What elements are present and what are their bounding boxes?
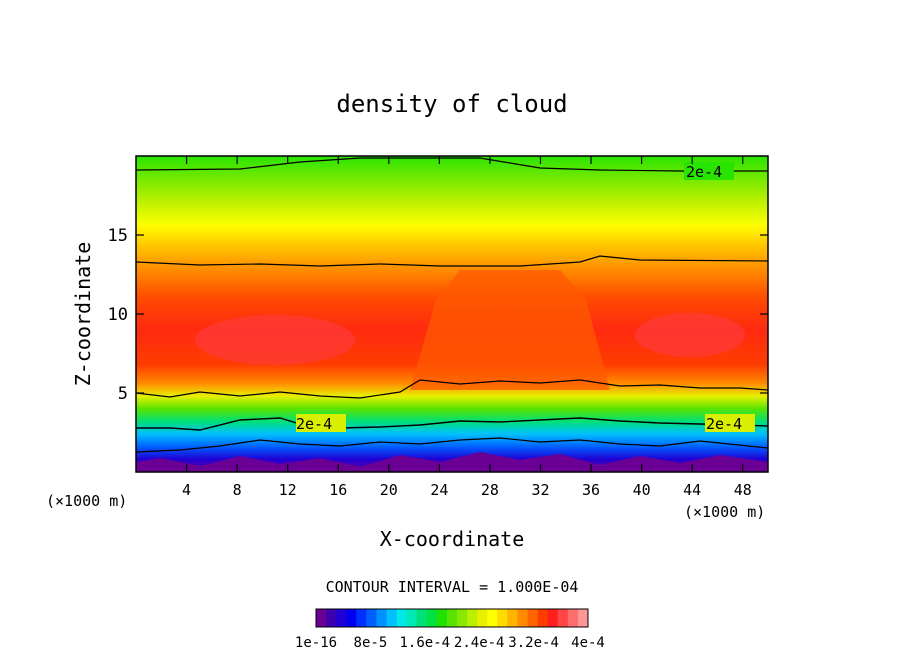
colorbar-swatch xyxy=(406,609,418,627)
colorbar-swatch xyxy=(547,609,559,627)
y-tick-label: 5 xyxy=(118,384,128,404)
x-tick-label: 8 xyxy=(233,481,242,499)
right-maximum-region xyxy=(635,313,745,357)
colorbar-swatch xyxy=(356,609,367,627)
chart-title: density of cloud xyxy=(336,90,567,118)
colorbar-swatch xyxy=(396,609,408,627)
colorbar-swatch xyxy=(366,609,377,627)
colorbar-frame xyxy=(315,608,589,628)
colorbar-swatch xyxy=(436,609,448,627)
colorbar-swatch xyxy=(316,609,327,627)
contour-line-upper xyxy=(136,255,768,267)
colorbar-label: 1e-16 xyxy=(295,635,337,651)
colorbar xyxy=(315,608,589,628)
contour-label-1: 2e-4 xyxy=(686,163,722,181)
colorbar-swatch xyxy=(497,609,508,627)
colorbar-swatch xyxy=(426,609,438,627)
x-tick-label: 12 xyxy=(279,481,297,499)
colorbar-swatch xyxy=(507,609,518,627)
x-unit-note-right: (×1000 m) xyxy=(684,503,765,521)
x-tick-label: 24 xyxy=(430,481,448,499)
bottom-purple-band xyxy=(136,452,768,472)
y-tick-label: 10 xyxy=(108,305,128,325)
colorbar-swatch xyxy=(386,609,397,627)
x-tick-label: 28 xyxy=(481,481,499,499)
left-maximum-region xyxy=(195,315,355,365)
y-axis-ticks: 5 10 15 xyxy=(108,226,768,404)
colorbar-swatch xyxy=(346,609,357,627)
y-axis-label: Z-coordinate xyxy=(71,242,95,387)
colorbar-swatch xyxy=(567,609,579,627)
x-tick-label: 16 xyxy=(329,481,347,499)
colorbar-swatch xyxy=(477,609,488,627)
x-tick-label: 36 xyxy=(582,481,600,499)
x-axis-ticks: 4 8 12 16 20 24 28 32 36 40 44 48 xyxy=(182,156,752,499)
colorbar-swatch xyxy=(336,609,347,627)
colorbar-swatch xyxy=(577,609,589,627)
colorbar-swatch xyxy=(557,609,569,627)
contour-line-bottom xyxy=(136,437,768,453)
x-unit-note-left: (×1000 m) xyxy=(46,492,127,510)
colorbar-swatch xyxy=(416,609,428,627)
contour-label-2: 2e-4 xyxy=(296,415,332,433)
colorbar-swatch xyxy=(457,609,468,627)
contour-line-middle xyxy=(136,379,768,399)
contour-interval-text: CONTOUR INTERVAL = 1.000E-04 xyxy=(326,578,579,596)
x-tick-label: 4 xyxy=(182,481,191,499)
contour-label-bg-3 xyxy=(705,414,755,432)
plot-area xyxy=(136,156,768,472)
colorbar-swatch xyxy=(376,609,387,627)
contour-line-lower xyxy=(136,417,768,431)
colorbar-swatch xyxy=(326,609,337,627)
colorbar-label: 2.4e-4 xyxy=(454,635,505,651)
x-tick-label: 40 xyxy=(633,481,651,499)
colorbar-swatch xyxy=(446,609,458,627)
colorbar-swatch xyxy=(517,609,528,627)
colorbar-swatch xyxy=(487,609,498,627)
colorbar-label: 8e-5 xyxy=(354,635,388,651)
colorbar-swatch xyxy=(537,609,549,627)
colorbar-label: 4e-4 xyxy=(571,635,605,651)
x-axis-label: X-coordinate xyxy=(380,527,525,551)
colorbar-label: 1.6e-4 xyxy=(400,635,451,651)
colorbar-labels: 1e-16 8e-5 1.6e-4 2.4e-4 3.2e-4 4e-4 xyxy=(295,635,605,651)
colorbar-swatch xyxy=(527,609,539,627)
contour-label-3: 2e-4 xyxy=(706,415,742,433)
central-plume-region xyxy=(410,270,610,390)
contour-line-top xyxy=(136,157,768,172)
contour-label-bg-2 xyxy=(296,414,346,432)
x-tick-label: 48 xyxy=(734,481,752,499)
colorbar-swatch xyxy=(467,609,478,627)
x-tick-label: 44 xyxy=(683,481,701,499)
contour-label-bg-1 xyxy=(684,162,734,180)
x-tick-label: 20 xyxy=(380,481,398,499)
y-tick-label: 15 xyxy=(108,226,128,246)
colorbar-label: 3.2e-4 xyxy=(508,635,559,651)
x-tick-label: 32 xyxy=(531,481,549,499)
